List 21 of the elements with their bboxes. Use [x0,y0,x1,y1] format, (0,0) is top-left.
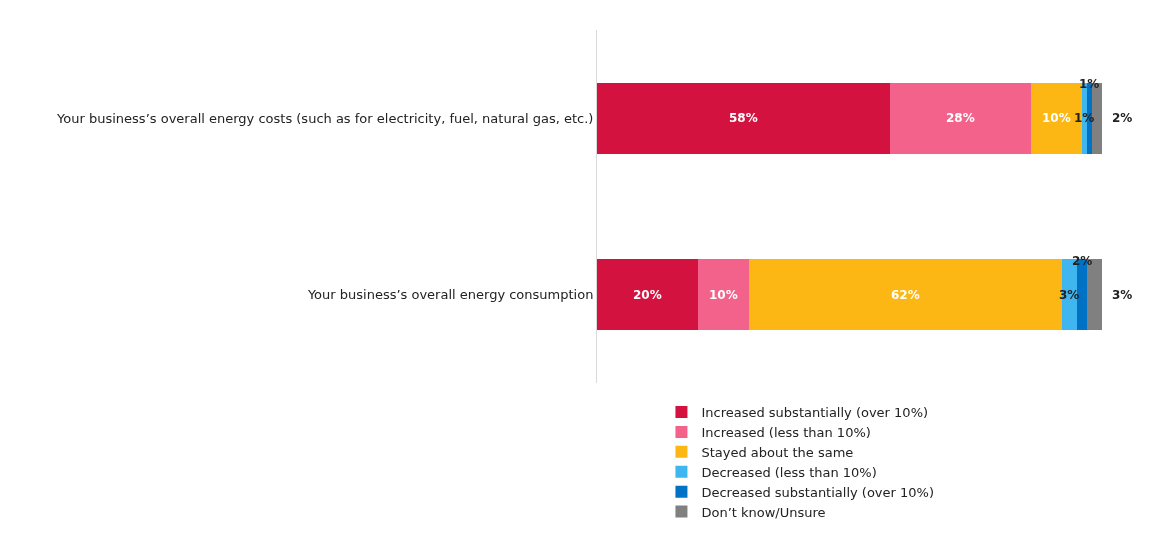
legend-label: Increased substantially (over 10%) [701,405,929,421]
data-label: 58% [729,111,758,125]
legend-label: Don’t know/Unsure [701,504,826,520]
bar [597,259,698,331]
y-tick-label: Your business’s overall energy consumption [306,287,594,303]
data-label: 1% [1079,77,1100,91]
data-label: 10% [709,288,738,302]
data-label: 10% [1042,111,1071,125]
data-label: 20% [633,288,662,302]
data-label: 28% [946,111,975,125]
legend-label: Decreased substantially (over 10%) [701,484,934,500]
bar [889,82,1032,154]
y-tick-label: Your business’s overall energy costs (such as for electricity, fuel, natural gas, etc.) [56,110,594,126]
legend-label: Increased (less than 10%) [701,425,871,441]
data-label: 62% [891,288,920,302]
data-label: 2% [1112,111,1133,125]
legend-label: Decreased (less than 10%) [701,464,877,480]
legend-label: Stayed about the same [701,444,854,460]
bar [698,259,749,331]
data-label: 3% [1112,288,1133,302]
bar [597,82,890,154]
